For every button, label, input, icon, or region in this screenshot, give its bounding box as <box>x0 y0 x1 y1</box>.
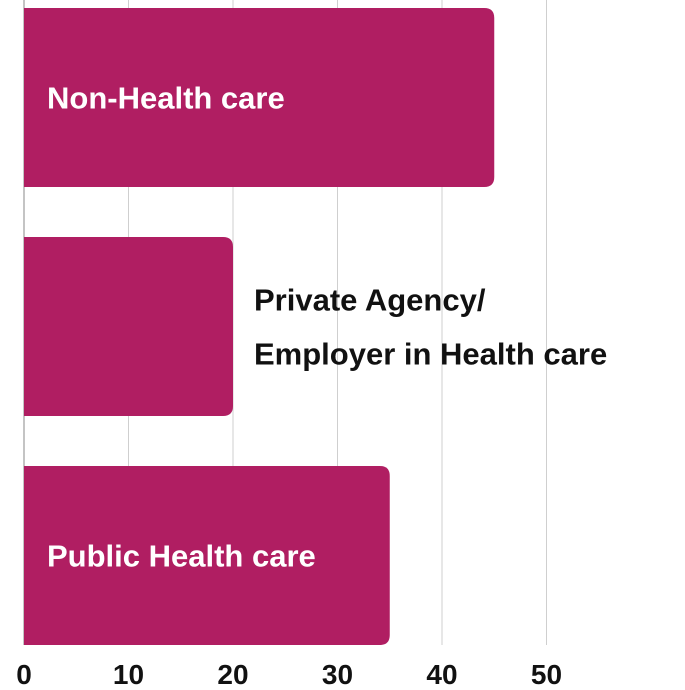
bar-labels: Non-Health care Private Agency/Employer i… <box>47 81 607 574</box>
x-tick-label: 50 <box>531 659 562 690</box>
bar <box>24 237 233 416</box>
x-tick-label: 30 <box>322 659 353 690</box>
bar-label: Private Agency/Employer in Health care <box>254 283 607 372</box>
x-tick-label: 10 <box>113 659 144 690</box>
x-tick-label: 20 <box>217 659 248 690</box>
bar <box>24 8 495 187</box>
x-tick-label: 40 <box>426 659 457 690</box>
bar <box>24 466 390 645</box>
bar-label: Non-Health care <box>47 81 285 116</box>
bars <box>24 8 495 645</box>
x-axis-ticks: 0 10 20 30 40 50 <box>16 659 562 690</box>
x-tick-label: 0 <box>16 659 32 690</box>
bar-label: Public Health care <box>47 539 316 574</box>
